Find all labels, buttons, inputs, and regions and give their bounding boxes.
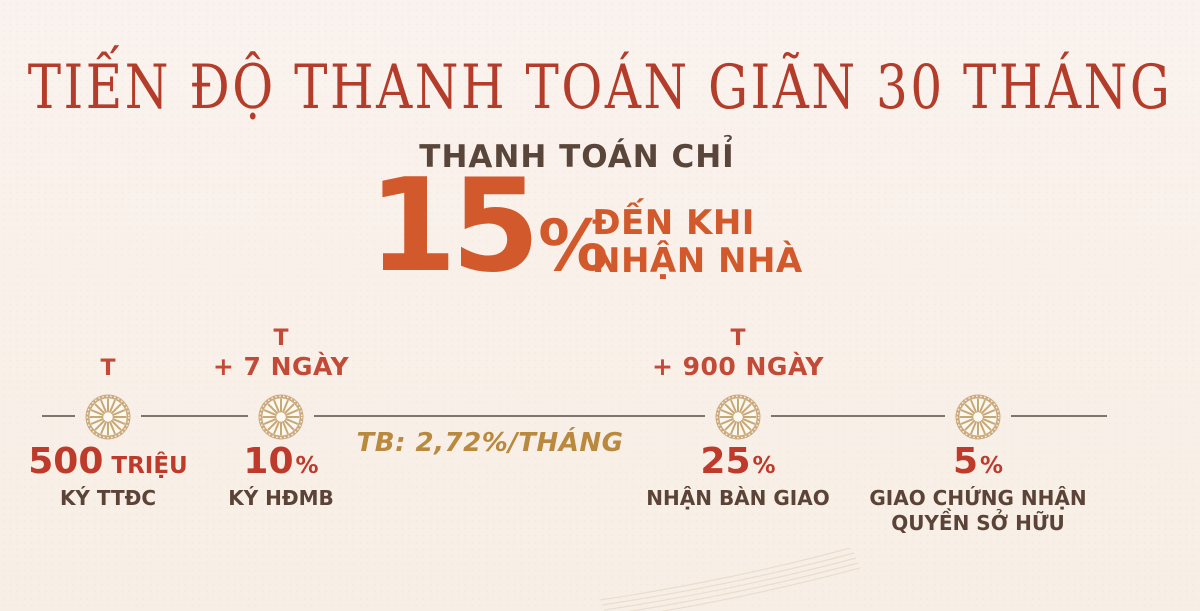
milestone-amount-unit: TRIỆU [111, 453, 188, 479]
rosette-medallion-icon [258, 394, 304, 440]
milestone-amount-unit: % [295, 453, 319, 479]
hero-percent-number: 15 [368, 152, 540, 301]
milestone-time: T [100, 322, 115, 382]
rosette-medallion-icon [715, 394, 761, 440]
milestone-time-offset: + 900 NGÀY [651, 352, 825, 381]
milestone-ownership-certificate: 5% GIAO CHỨNG NHẬN QUYỀN SỞ HỮU [828, 322, 1128, 536]
average-rate-note: TB: 2,72%/THÁNG [356, 428, 624, 458]
rosette-medallion-icon [955, 394, 1001, 440]
milestone-time-base: T [730, 326, 746, 351]
milestone-label: KÝ TTĐC [60, 486, 156, 511]
milestone-contract: T + 7 NGÀY 10% KÝ HĐMB [131, 322, 431, 511]
milestone-label-line1: NHẬN BÀN GIAO [646, 486, 830, 510]
milestone-time: T + 900 NGÀY [652, 322, 824, 382]
milestone-amount: 5% [953, 444, 1003, 486]
timeline-line-segment [1011, 415, 1107, 417]
milestone-amount-unit: % [752, 453, 776, 479]
timeline-line-segment [141, 415, 248, 417]
milestone-label-line1: KÝ HĐMB [228, 486, 334, 510]
milestone-amount: 500 TRIỆU [28, 444, 188, 486]
timeline-line-segment [314, 415, 705, 417]
milestone-time: T + 7 NGÀY [213, 322, 349, 382]
milestone-amount-number: 500 [28, 441, 104, 482]
hero-subtitle: THANH TOÁN CHỈ [419, 139, 735, 175]
milestone-time-base: T [273, 326, 289, 351]
milestone-label: NHẬN BÀN GIAO [646, 486, 829, 511]
milestone-label-line2: QUYỀN SỞ HỮU [891, 511, 1065, 535]
page-title: TIẾN ĐỘ THANH TOÁN GIÃN 30 THÁNG [27, 51, 1173, 123]
milestone-time-offset: + 7 NGÀY [212, 352, 350, 381]
milestone-label-line1: KÝ TTĐC [59, 486, 157, 510]
milestone-handover: T + 900 NGÀY 25% NHẬN BÀN GIAO [588, 322, 888, 511]
decorative-arcs [600, 548, 860, 611]
hero-caption: ĐẾN KHI NHẬN NHÀ [592, 204, 803, 280]
timeline-line-segment [42, 415, 75, 417]
milestone-deposit: T 500 TRIỆU KÝ TTĐC [0, 322, 258, 511]
milestone-amount: 25% [700, 444, 775, 486]
hero-caption-line2: NHẬN NHÀ [592, 241, 803, 281]
milestone-amount-number: 25 [700, 441, 751, 482]
rosette-medallion-icon [85, 394, 131, 440]
milestone-amount-number: 5 [952, 441, 978, 482]
milestone-amount-unit: % [980, 453, 1004, 479]
milestone-label: KÝ HĐMB [228, 486, 334, 511]
hero-percent: 15% [368, 163, 608, 291]
milestone-amount-number: 10 [243, 441, 294, 482]
hero-caption-line1: ĐẾN KHI [592, 203, 755, 243]
milestone-amount: 10% [243, 444, 318, 486]
milestone-time-base: T [100, 356, 116, 381]
timeline-line-segment [771, 415, 945, 417]
milestone-label-line1: GIAO CHỨNG NHẬN [869, 486, 1087, 510]
milestone-label: GIAO CHỨNG NHẬN QUYỀN SỞ HỮU [869, 486, 1086, 536]
hero-percent-sign: % [538, 205, 609, 287]
